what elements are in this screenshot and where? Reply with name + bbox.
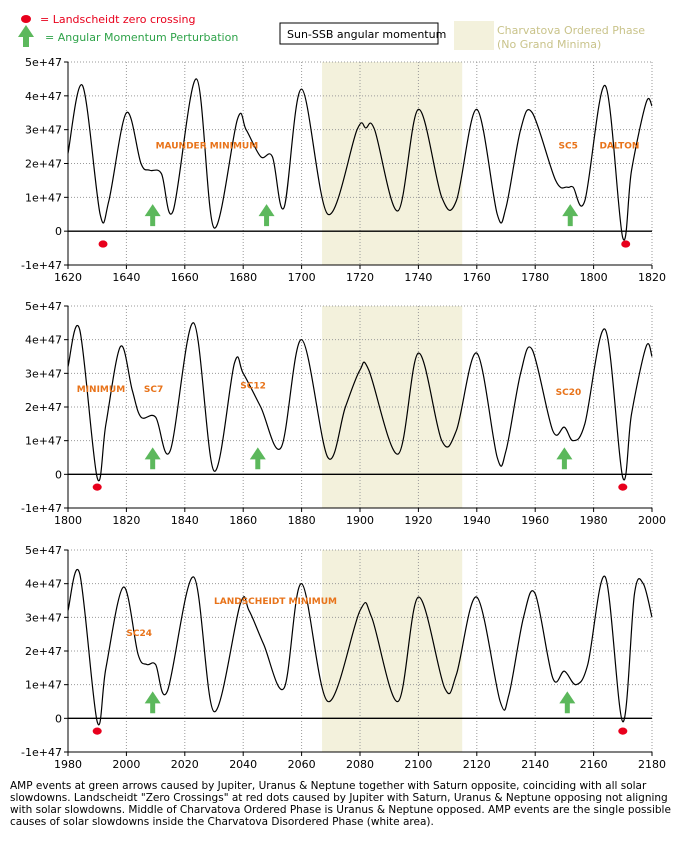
y-tick-label: -1e+47 [21, 259, 62, 272]
x-tick-label: 1700 [288, 271, 316, 284]
x-tick-label: 1720 [346, 271, 374, 284]
angular-momentum-line [67, 78, 653, 241]
y-tick-label: 1e+47 [25, 191, 62, 204]
y-tick-label: 4e+47 [25, 578, 62, 591]
legend-red-dot-label: = Landscheidt zero crossing [40, 13, 195, 26]
amp-event-arrow [144, 447, 161, 470]
x-tick-label: 1780 [521, 271, 549, 284]
x-tick-label: 2160 [580, 758, 608, 771]
x-tick-label: 1900 [346, 514, 374, 527]
x-tick-label: 1760 [463, 271, 491, 284]
x-tick-label: 1880 [288, 514, 316, 527]
x-tick-label: 1800 [580, 271, 608, 284]
legend-line-label: Sun-SSB angular momentum [287, 28, 446, 41]
y-tick-label: 3e+47 [25, 124, 62, 137]
x-tick-label: 2120 [463, 758, 491, 771]
y-tick-label: 0 [55, 468, 62, 481]
y-tick-label: 5e+47 [25, 544, 62, 557]
x-tick-label: 1800 [54, 514, 82, 527]
x-tick-label: 1940 [463, 514, 491, 527]
chart-annotation: SC24 [126, 629, 152, 639]
x-tick-label: 1960 [521, 514, 549, 527]
chart-annotation: DALTON [599, 141, 639, 151]
x-tick-label: 2140 [521, 758, 549, 771]
y-tick-label: 3e+47 [25, 367, 62, 380]
zero-crossing-dot [618, 483, 628, 491]
chart-annotation: MINIMUM [77, 385, 125, 395]
x-tick-label: 2080 [346, 758, 374, 771]
y-tick-label: 0 [55, 225, 62, 238]
zero-crossing-dot [98, 240, 108, 248]
chart-annotation: MAUNDER MINIMUM [156, 141, 259, 151]
y-tick-label: 3e+47 [25, 611, 62, 624]
amp-event-arrow [144, 204, 161, 227]
y-tick-label: 1e+47 [25, 435, 62, 448]
legend-green-arrow-icon [18, 25, 34, 47]
chart-annotation: SC7 [144, 385, 163, 395]
x-tick-label: 2000 [638, 514, 666, 527]
x-tick-label: 2020 [171, 758, 199, 771]
angular-momentum-line [67, 569, 653, 726]
y-tick-label: 2e+47 [25, 158, 62, 171]
angular-momentum-line [67, 322, 653, 482]
x-tick-label: 2060 [288, 758, 316, 771]
chart-annotation: SC12 [240, 381, 266, 391]
x-tick-label: 1620 [54, 271, 82, 284]
x-tick-label: 1740 [404, 271, 432, 284]
zero-crossing-dot [92, 727, 102, 735]
x-tick-label: 1680 [229, 271, 257, 284]
x-tick-label: 1660 [171, 271, 199, 284]
legend-line-box [279, 22, 439, 45]
zero-crossing-dot [618, 727, 628, 735]
y-tick-label: 4e+47 [25, 334, 62, 347]
amp-event-arrow [144, 691, 161, 714]
x-tick-label: 2180 [638, 758, 666, 771]
x-tick-label: 2000 [112, 758, 140, 771]
x-tick-label: 1820 [638, 271, 666, 284]
amp-event-arrow [559, 691, 576, 714]
x-tick-label: 1820 [112, 514, 140, 527]
x-tick-label: 1860 [229, 514, 257, 527]
x-tick-label: 1980 [54, 758, 82, 771]
legend-phase-sublabel: (No Grand Minima) [497, 38, 601, 51]
zero-crossing-dot [92, 483, 102, 491]
y-tick-label: -1e+47 [21, 502, 62, 515]
amp-event-arrow [249, 447, 266, 470]
legend-green-arrow-label: = Angular Momentum Perturbation [45, 31, 238, 44]
y-tick-label: 0 [55, 712, 62, 725]
y-tick-label: 2e+47 [25, 401, 62, 414]
x-tick-label: 1640 [112, 271, 140, 284]
y-tick-label: 2e+47 [25, 645, 62, 658]
y-tick-label: 5e+47 [25, 300, 62, 313]
y-tick-label: 4e+47 [25, 90, 62, 103]
legend: = Landscheidt zero crossing = Angular Mo… [18, 13, 645, 51]
x-tick-label: 1920 [404, 514, 432, 527]
x-tick-label: 1840 [171, 514, 199, 527]
y-tick-label: 5e+47 [25, 56, 62, 69]
x-tick-label: 2100 [404, 758, 432, 771]
legend-phase-label: Charvatova Ordered Phase [497, 24, 645, 37]
y-tick-label: -1e+47 [21, 746, 62, 759]
amp-event-arrow [562, 204, 579, 227]
legend-phase-swatch [454, 21, 494, 50]
amp-event-arrow [556, 447, 573, 470]
x-tick-label: 2040 [229, 758, 257, 771]
chart-annotation: SC20 [556, 388, 582, 398]
figure-caption: AMP events at green arrows caused by Jup… [10, 780, 671, 828]
legend-red-dot-icon [21, 15, 31, 23]
x-tick-label: 1980 [580, 514, 608, 527]
chart-annotation: SC5 [559, 141, 578, 151]
y-tick-label: 1e+47 [25, 679, 62, 692]
zero-crossing-dot [621, 240, 631, 248]
chart-annotation: LANDSCHEIDT MINIMUM [214, 597, 337, 607]
amp-event-arrow [258, 204, 275, 227]
